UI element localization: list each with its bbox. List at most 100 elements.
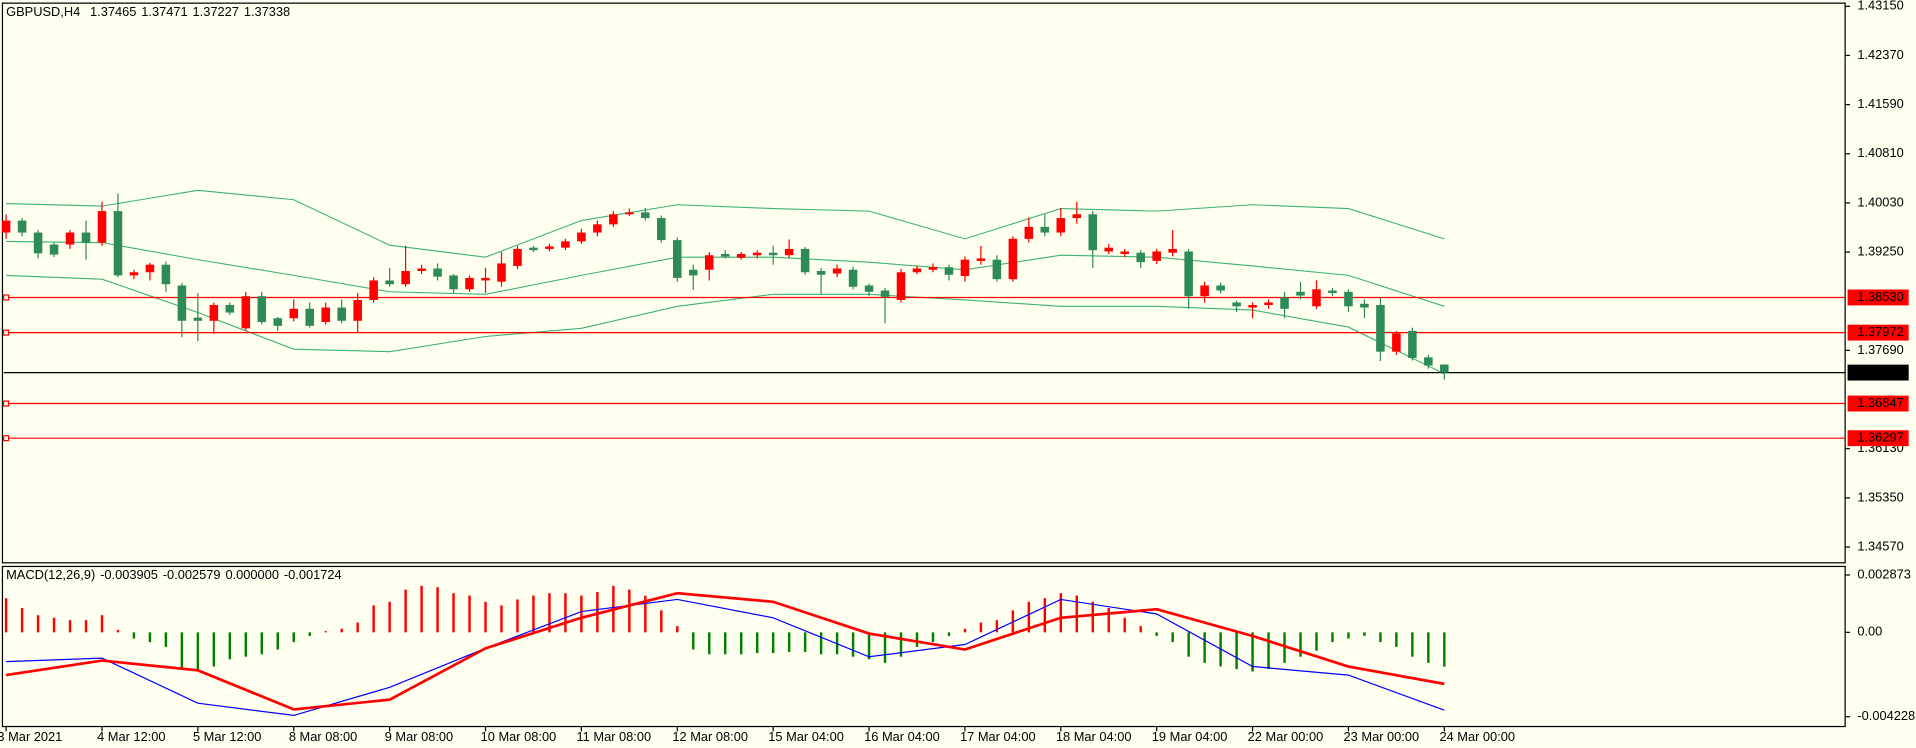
histogram-bar [500,605,503,633]
candle-body [321,307,330,323]
histogram-bar [803,632,807,652]
candle-body [912,268,922,273]
histogram-bar [1027,601,1031,633]
header-value: 0.000000 [225,568,279,583]
x-tick-label: 8 Mar 08:00 [289,729,357,744]
histogram-bar [244,632,248,657]
candle-body [1216,285,1225,291]
histogram-bar [164,632,168,647]
histogram-bar [196,632,200,672]
x-tick-label: 11 Mar 08:00 [577,729,652,744]
candle-body [1184,251,1193,297]
candle-body [385,280,394,285]
candle-body [1312,289,1321,307]
histogram-bar [1059,593,1063,633]
y-tick-label: 1.35350 [1857,489,1903,504]
candle-body [1136,252,1145,263]
y-tick-label: 1.42370 [1857,47,1903,62]
histogram-bar [212,632,216,667]
histogram-bar [52,617,56,633]
candle-body [1296,291,1305,296]
candle-body [784,248,794,256]
candle-body [1376,305,1385,352]
indicator-name: MACD(12,26,9) [6,568,95,583]
x-tick-label: 17 Mar 04:00 [960,729,1036,744]
y-tick-label: 1.43150 [1857,0,1903,13]
candle-body [832,268,842,274]
candle-body [1168,248,1177,253]
histogram-bar [1091,601,1094,633]
candle-body [289,308,299,319]
candle-body [657,218,666,241]
candle-body [481,277,490,281]
histogram-bar [787,632,791,652]
candle-body [1056,218,1066,233]
level-label: 1.38530 [1857,289,1903,304]
candle-body [577,232,586,242]
histogram-bar [68,620,72,633]
histogram-bar [660,610,663,633]
candle-body [1040,226,1050,233]
candle-body [65,232,75,245]
histogram-bar [260,632,264,655]
histogram-bar [676,626,679,633]
candle-body [1200,285,1209,297]
histogram-bar [947,632,951,636]
candle-body [241,296,251,329]
x-tick-label: 16 Mar 04:00 [864,729,940,744]
histogram-bar [1411,632,1414,657]
x-tick-label: 24 Mar 00:00 [1439,729,1515,744]
candle-body [209,305,219,321]
y-tick-label: 0.00 [1857,624,1882,639]
histogram-bar [1283,632,1286,663]
histogram-bar [1315,632,1318,651]
histogram-bar [452,593,455,633]
level-marker [3,400,10,407]
candle-body [928,267,938,270]
histogram-bar [388,601,391,633]
level-marker [3,329,10,336]
candle-body [257,296,267,323]
candle-body [1104,247,1114,252]
candle-body [1248,305,1257,308]
header-value: 1.37471 [141,4,187,19]
level-label-box [1847,395,1909,412]
candle-body [161,264,171,285]
histogram-bar [436,587,439,633]
x-tick-label: 18 Mar 04:00 [1056,729,1132,744]
histogram-bar [564,593,567,633]
histogram-bar [708,632,711,655]
candle-body [1088,214,1098,251]
x-tick-label: 22 Mar 00:00 [1248,729,1324,744]
candle-body [1232,302,1241,307]
histogram-bar [180,632,184,670]
histogram-bar [915,632,919,647]
candle-body [1440,364,1449,373]
histogram-bar [132,632,136,639]
y-tick-label: 1.40030 [1857,194,1903,209]
histogram-bar [468,595,471,633]
level-marker [3,294,10,301]
candle-body [1360,303,1369,308]
histogram-bar [532,595,535,633]
histogram-bar [723,632,727,655]
candle-body [17,220,27,233]
candle-body [625,212,634,215]
histogram-bar [596,592,599,633]
candle-body [305,308,315,326]
level-label: 1.37972 [1857,324,1903,339]
candle-body [864,285,874,292]
histogram-bar [819,632,823,655]
header-value: -0.001724 [284,568,342,583]
histogram-bar [1363,632,1366,636]
level-label-box [1847,289,1909,306]
candle-body [225,305,235,313]
candle-body [641,212,650,219]
candle-body [449,275,458,290]
price-panel [1,2,1846,564]
histogram-bar [692,632,695,650]
macd-line [5,591,1445,711]
candle-body [1120,251,1130,254]
y-tick-label: 1.40810 [1857,145,1903,160]
